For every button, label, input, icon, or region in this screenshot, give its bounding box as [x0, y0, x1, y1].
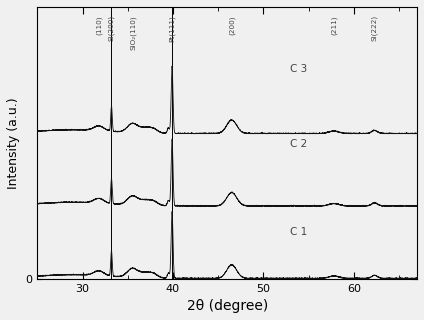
Text: Si(222): Si(222) [371, 15, 378, 41]
Y-axis label: Intensity (a.u.): Intensity (a.u.) [7, 97, 20, 188]
Text: Pt(111): Pt(111) [169, 15, 175, 42]
Text: Si(200): Si(200) [108, 15, 115, 41]
Text: (211): (211) [331, 15, 337, 35]
Text: C 2: C 2 [290, 139, 308, 149]
Text: C 1: C 1 [290, 227, 308, 237]
Text: (110): (110) [95, 15, 102, 35]
X-axis label: 2θ (degree): 2θ (degree) [187, 299, 268, 313]
Text: C 3: C 3 [290, 64, 308, 74]
Text: (200): (200) [229, 15, 235, 35]
Text: SiO₂(110): SiO₂(110) [130, 15, 137, 50]
